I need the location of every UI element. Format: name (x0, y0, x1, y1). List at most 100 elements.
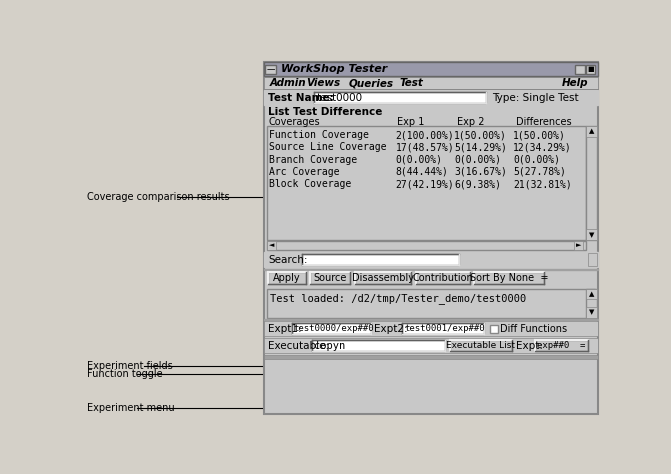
Bar (490, 325, 498, 333)
Bar (264, 319, 599, 320)
Text: 21(32.81%): 21(32.81%) (513, 179, 572, 189)
Text: test0001/exp##0: test0001/exp##0 (404, 324, 484, 333)
Bar (267, 126, 586, 240)
Text: Expt2:: Expt2: (374, 324, 408, 334)
Text: Test: Test (399, 78, 423, 88)
Bar (586, 289, 597, 300)
Text: Source Line Coverage: Source Line Coverage (269, 142, 386, 152)
Text: Type: Single Test: Type: Single Test (493, 93, 579, 103)
Text: Function toggle: Function toggle (87, 369, 162, 379)
Bar (312, 340, 445, 351)
Bar (355, 272, 411, 284)
Bar (264, 90, 599, 105)
Text: test0000: test0000 (316, 93, 362, 103)
Text: 8(44.44%): 8(44.44%) (395, 167, 448, 177)
Text: Views: Views (306, 78, 340, 88)
Text: ◄: ◄ (269, 243, 274, 248)
Text: 5(14.29%): 5(14.29%) (454, 142, 507, 152)
Text: 3(16.67%): 3(16.67%) (454, 167, 507, 177)
Bar (264, 338, 599, 353)
Text: Function Coverage: Function Coverage (269, 130, 369, 140)
Bar (586, 229, 597, 240)
Text: List Test Difference: List Test Difference (268, 107, 382, 117)
Text: Sort By None  =: Sort By None = (470, 273, 549, 283)
Bar (535, 340, 588, 351)
Text: Contribution: Contribution (412, 273, 473, 283)
Bar (267, 241, 276, 250)
Bar (310, 272, 350, 284)
Bar (450, 340, 512, 351)
Bar (267, 289, 595, 318)
Text: 2(100.00%): 2(100.00%) (395, 130, 454, 140)
Bar (588, 253, 597, 265)
Text: 0(0.00%): 0(0.00%) (454, 155, 501, 164)
Text: Expt:: Expt: (515, 341, 543, 351)
Text: 0(0.00%): 0(0.00%) (513, 155, 560, 164)
Text: Experiment menu: Experiment menu (87, 403, 174, 413)
Bar (265, 64, 276, 74)
Text: —: — (266, 64, 275, 73)
Bar (586, 126, 597, 137)
Text: Executable List: Executable List (446, 341, 515, 350)
Text: ▲: ▲ (589, 128, 595, 135)
Bar (586, 289, 597, 318)
Text: Admin: Admin (270, 78, 307, 88)
Text: Block Coverage: Block Coverage (269, 179, 352, 189)
Text: Diff Functions: Diff Functions (500, 324, 567, 334)
Text: ►: ► (576, 243, 581, 248)
Text: Branch Coverage: Branch Coverage (269, 155, 357, 164)
Text: ▲: ▲ (589, 291, 595, 297)
Bar (303, 254, 459, 265)
Bar (314, 92, 486, 103)
Bar (586, 126, 597, 240)
Text: 17(48.57%): 17(48.57%) (395, 142, 454, 152)
Bar (268, 272, 305, 284)
Bar (264, 355, 599, 359)
Text: test0000/exp##0: test0000/exp##0 (294, 324, 374, 333)
Text: Queries: Queries (349, 78, 394, 88)
Text: Differences: Differences (515, 117, 571, 127)
Text: 6(9.38%): 6(9.38%) (454, 179, 501, 189)
Text: Experiment fields: Experiment fields (87, 361, 172, 372)
Bar (586, 64, 595, 74)
Bar (574, 241, 583, 250)
Bar (415, 272, 470, 284)
Text: 1(50.00%): 1(50.00%) (454, 130, 507, 140)
Bar (586, 307, 597, 318)
Text: Help: Help (562, 78, 588, 88)
Text: 1(50.00%): 1(50.00%) (513, 130, 566, 140)
Text: WorkShop Tester: WorkShop Tester (280, 64, 387, 74)
Bar (264, 252, 599, 267)
Text: ▼: ▼ (589, 232, 595, 238)
Bar (267, 241, 586, 250)
Bar (292, 323, 370, 334)
Text: Coverage comparison results: Coverage comparison results (87, 192, 229, 202)
Text: Expt1:: Expt1: (268, 324, 301, 334)
Text: exp##0  =: exp##0 = (537, 341, 586, 350)
Text: 5(27.78%): 5(27.78%) (513, 167, 566, 177)
Text: Disassembly: Disassembly (352, 273, 414, 283)
Text: Executable:: Executable: (268, 341, 329, 351)
Bar (402, 323, 484, 334)
Text: 27(42.19%): 27(42.19%) (395, 179, 454, 189)
Text: Test Name:: Test Name: (268, 93, 334, 103)
Text: Source: Source (313, 273, 347, 283)
Text: 0(0.00%): 0(0.00%) (395, 155, 442, 164)
Text: Coverages: Coverages (268, 117, 320, 127)
Text: Arc Coverage: Arc Coverage (269, 167, 340, 177)
Text: Exp 1: Exp 1 (397, 117, 424, 127)
Text: copyn: copyn (314, 341, 346, 351)
Text: Search:: Search: (268, 255, 308, 265)
Bar (264, 62, 599, 76)
Bar (474, 272, 544, 284)
Bar (264, 77, 599, 89)
Bar (264, 321, 599, 337)
Text: Apply: Apply (273, 273, 301, 283)
Text: Test loaded: /d2/tmp/Tester_demo/test0000: Test loaded: /d2/tmp/Tester_demo/test000… (270, 293, 526, 304)
Text: ■: ■ (587, 66, 594, 72)
Text: Exp 2: Exp 2 (458, 117, 485, 127)
Bar (575, 64, 584, 74)
Bar (264, 62, 599, 414)
Text: ▼: ▼ (589, 310, 595, 316)
Text: 12(34.29%): 12(34.29%) (513, 142, 572, 152)
